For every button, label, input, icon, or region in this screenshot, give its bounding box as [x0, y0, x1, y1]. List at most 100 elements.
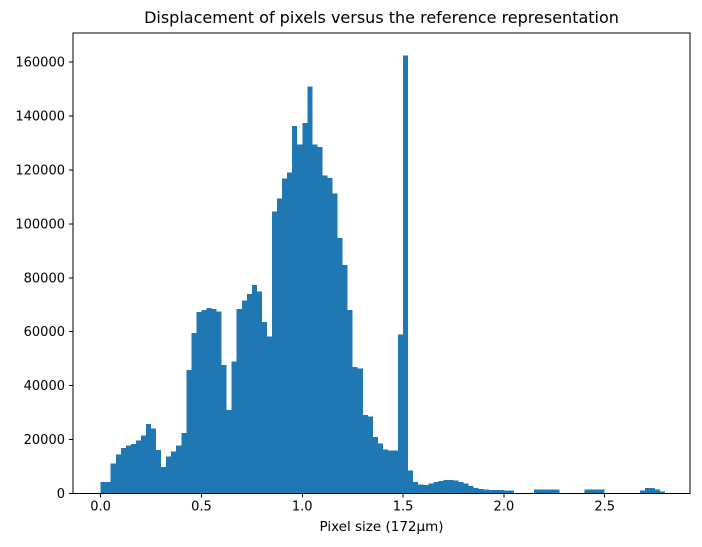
histogram-bar: [347, 309, 353, 494]
histogram-bar: [392, 450, 399, 494]
histogram-bar: [488, 490, 494, 494]
histogram-bar: [398, 334, 404, 494]
histogram-bar: [297, 144, 303, 494]
histogram-bar: [453, 480, 459, 494]
histogram-bar: [443, 480, 449, 494]
histogram-bar: [337, 238, 343, 494]
histogram-bar: [503, 490, 509, 494]
y-tick-label: 120000: [15, 163, 65, 178]
histogram-bar: [352, 366, 358, 494]
histogram-bar: [544, 489, 550, 494]
histogram-bar: [554, 489, 560, 494]
histogram-bar: [110, 463, 116, 494]
y-tick-label: 0: [57, 487, 65, 502]
histogram-bar: [599, 489, 605, 494]
histogram-bar: [206, 308, 212, 494]
histogram-bar: [403, 55, 409, 494]
histogram-bar: [322, 175, 328, 494]
histogram-bar: [166, 456, 172, 494]
histogram-bar: [645, 487, 651, 494]
histogram-bar: [377, 443, 383, 494]
histogram-bar: [332, 193, 338, 494]
histogram-bar: [584, 489, 590, 494]
histogram-bar: [342, 264, 348, 494]
histogram-bar: [473, 487, 479, 494]
histogram-bar: [498, 490, 504, 494]
histogram-bar: [423, 485, 429, 494]
y-tick-label: 140000: [15, 110, 65, 125]
histogram-bar: [448, 479, 454, 494]
histogram-bar: [266, 336, 273, 494]
histogram-bar: [292, 126, 298, 494]
y-tick-label: 60000: [24, 325, 65, 340]
histogram-bar: [196, 312, 202, 494]
histogram-bar: [307, 86, 313, 494]
histogram-bar: [357, 368, 363, 494]
histogram-bar: [211, 309, 217, 494]
histogram-bar: [216, 311, 222, 494]
histogram-bar: [282, 178, 288, 494]
histogram-bar: [186, 370, 192, 494]
histogram-bar: [483, 489, 489, 494]
histogram-bar: [362, 415, 368, 494]
y-tick-label: 40000: [24, 379, 65, 394]
histogram-bar: [277, 198, 283, 494]
histogram-bar: [287, 172, 293, 494]
histogram-bar: [171, 451, 177, 494]
histogram-bar: [438, 480, 444, 494]
histogram-bar: [176, 445, 182, 494]
x-tick-label: 0.0: [90, 500, 111, 515]
y-tick-label: 20000: [24, 433, 65, 448]
histogram-bar: [458, 481, 464, 494]
x-tick-label: 1.0: [292, 500, 313, 515]
histogram-bar: [639, 490, 646, 494]
histogram-bar: [120, 448, 126, 494]
histogram-bar: [327, 178, 333, 494]
histogram-bar: [125, 445, 131, 494]
histogram-bar: [650, 487, 656, 494]
histogram-bar: [418, 484, 424, 494]
histogram-bar: [241, 300, 247, 494]
histogram-bar: [317, 147, 323, 494]
histogram-bar: [156, 450, 162, 494]
histogram-bar: [140, 435, 146, 494]
y-tick-label: 100000: [15, 217, 65, 232]
histogram-bar: [272, 211, 278, 494]
histogram-bar: [312, 144, 318, 494]
histogram-bar: [367, 416, 373, 494]
histogram-bar: [236, 308, 242, 494]
histogram-bar: [251, 284, 257, 494]
histogram-bar: [105, 482, 111, 494]
histogram-bar: [387, 450, 393, 494]
histogram-bar: [433, 482, 439, 494]
histogram-bar: [478, 489, 484, 494]
x-tick-label: 2.0: [494, 500, 515, 515]
histogram-bar: [594, 489, 600, 494]
histogram-bar: [181, 432, 187, 494]
histogram-bar: [382, 449, 388, 494]
y-tick-label: 80000: [24, 271, 65, 286]
histogram-bar: [302, 122, 308, 494]
histogram-bar: [508, 490, 514, 494]
histogram-bar: [589, 489, 595, 494]
histogram-bar: [231, 361, 237, 494]
histogram-bar: [145, 424, 152, 494]
histogram-bar: [468, 485, 474, 494]
histogram-bar: [493, 490, 499, 494]
histogram-bar: [221, 364, 227, 494]
histogram-bar: [161, 467, 167, 494]
histogram-bar: [151, 428, 157, 494]
x-tick-label: 0.5: [191, 500, 212, 515]
axes-frame: [72, 32, 691, 494]
histogram-bar: [372, 436, 378, 494]
histogram-bar: [115, 454, 121, 494]
histogram-bar: [660, 491, 666, 494]
histogram-bar: [130, 444, 136, 494]
histogram-bar: [100, 482, 106, 494]
histogram-bar: [463, 483, 469, 494]
histogram-bar: [539, 489, 545, 494]
histogram-bar: [261, 321, 267, 494]
histogram-bar: [408, 470, 414, 494]
histogram-bar: [413, 481, 419, 494]
